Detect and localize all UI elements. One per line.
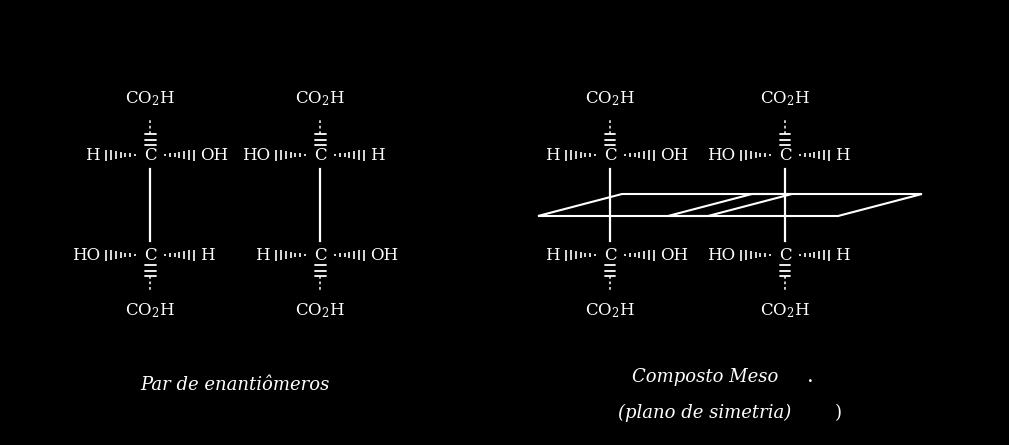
- Text: $\mathregular{CO_2H}$: $\mathregular{CO_2H}$: [760, 89, 810, 108]
- Text: H: H: [255, 247, 270, 263]
- Text: $\mathregular{CO_2H}$: $\mathregular{CO_2H}$: [585, 302, 635, 320]
- Text: $\mathregular{CO_2H}$: $\mathregular{CO_2H}$: [585, 89, 635, 108]
- Text: OH: OH: [370, 247, 399, 263]
- Text: C: C: [314, 146, 326, 163]
- Text: $\mathregular{CO_2H}$: $\mathregular{CO_2H}$: [295, 302, 345, 320]
- Text: C: C: [143, 146, 156, 163]
- Text: C: C: [314, 247, 326, 263]
- Text: H: H: [835, 247, 850, 263]
- Text: OH: OH: [660, 146, 688, 163]
- Text: HO: HO: [242, 146, 270, 163]
- Text: $\mathregular{CO_2H}$: $\mathregular{CO_2H}$: [125, 302, 175, 320]
- Text: $\mathregular{CO_2H}$: $\mathregular{CO_2H}$: [125, 89, 175, 108]
- Text: C: C: [779, 247, 791, 263]
- Text: HO: HO: [72, 247, 100, 263]
- Text: OH: OH: [200, 146, 228, 163]
- Text: (plano de simetria): (plano de simetria): [619, 404, 792, 422]
- Text: OH: OH: [660, 247, 688, 263]
- Text: C: C: [143, 247, 156, 263]
- Text: ): ): [834, 404, 842, 422]
- Text: H: H: [546, 247, 560, 263]
- Text: H: H: [200, 247, 215, 263]
- Text: C: C: [603, 247, 616, 263]
- Text: HO: HO: [707, 247, 735, 263]
- Text: Composto Meso: Composto Meso: [632, 368, 778, 386]
- Text: H: H: [835, 146, 850, 163]
- Text: $\mathregular{CO_2H}$: $\mathregular{CO_2H}$: [760, 302, 810, 320]
- Text: .: .: [806, 368, 813, 387]
- Text: C: C: [779, 146, 791, 163]
- Text: H: H: [546, 146, 560, 163]
- Text: C: C: [603, 146, 616, 163]
- Text: Par de enantiômeros: Par de enantiômeros: [140, 376, 330, 394]
- Text: H: H: [370, 146, 384, 163]
- Text: H: H: [86, 146, 100, 163]
- Text: HO: HO: [707, 146, 735, 163]
- Text: $\mathregular{CO_2H}$: $\mathregular{CO_2H}$: [295, 89, 345, 108]
